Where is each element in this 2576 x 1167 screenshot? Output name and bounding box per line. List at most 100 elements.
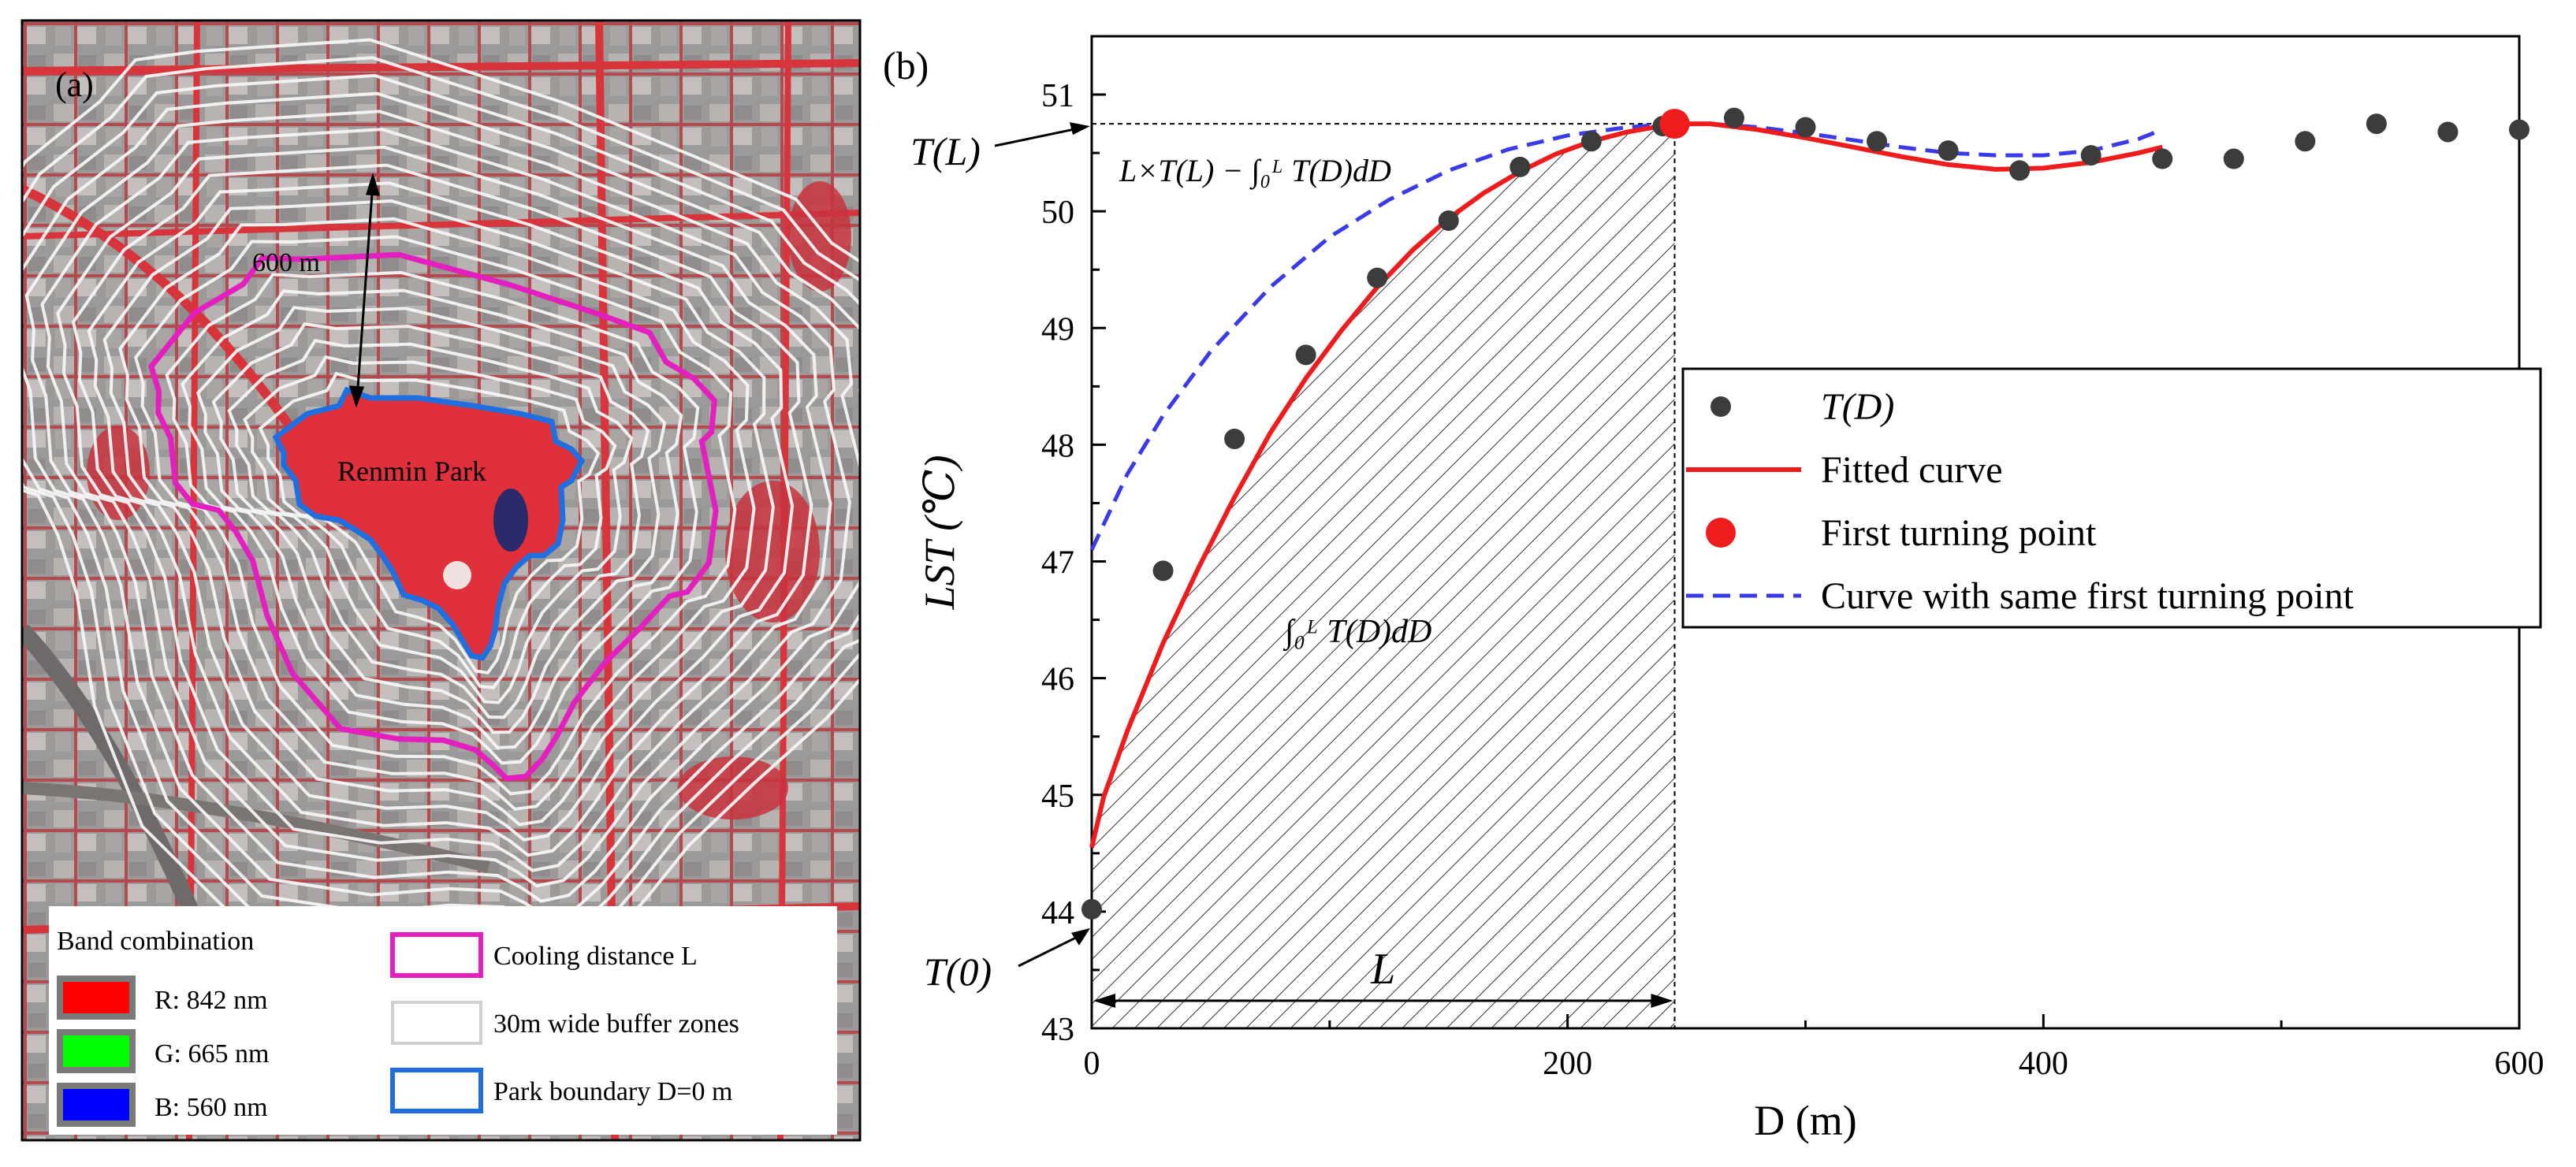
td-data-point bbox=[2437, 121, 2459, 143]
buffer-ring bbox=[40, 128, 851, 888]
legend-dot-symbol bbox=[1711, 396, 1731, 417]
td-data-point bbox=[1938, 140, 1959, 162]
y-axis-title: LST (℃) bbox=[916, 455, 963, 611]
legend-item: Fitted curve bbox=[1686, 449, 2003, 491]
l-arrow-head-left bbox=[1093, 994, 1115, 1008]
buffer-zones bbox=[22, 38, 860, 964]
panel-a-map: 600 m Renmin Park (a) Band combination R… bbox=[22, 20, 860, 1140]
band-r-swatch bbox=[57, 976, 136, 1020]
td-data-point bbox=[2080, 145, 2101, 166]
annotations: T(L) T(0) L×T(L) − ∫₀ᴸ T(D)dD ∫₀ᴸ T(D)dD L bbox=[910, 122, 1673, 1008]
x-tick-label: 200 bbox=[1543, 1046, 1592, 1082]
park-boundary-label: Park boundary D=0 m bbox=[493, 1077, 732, 1106]
guide-lines bbox=[1092, 123, 1676, 1028]
y-tick-label: 51 bbox=[1041, 78, 1074, 114]
td-data-point bbox=[1438, 210, 1459, 232]
y-tick-label: 44 bbox=[1041, 895, 1074, 931]
y-tick-label: 49 bbox=[1041, 311, 1074, 347]
panel-a-legend: Band combination R: 842 nm G: 665 nm B: … bbox=[49, 906, 837, 1135]
area-bottom-label: ∫₀ᴸ T(D)dD bbox=[1282, 614, 1431, 652]
buffer-ring bbox=[56, 145, 832, 872]
fitted-curve-line bbox=[1089, 121, 2164, 849]
buffer-ring bbox=[22, 91, 860, 919]
band-g-color bbox=[63, 1035, 129, 1067]
y-tick-label: 48 bbox=[1041, 428, 1074, 464]
y-tick-label: 47 bbox=[1041, 545, 1074, 582]
distance-label: 600 m bbox=[252, 248, 320, 277]
td-data-point bbox=[1509, 156, 1531, 177]
first-turning-point-marker bbox=[1659, 109, 1690, 139]
area-layer bbox=[1092, 124, 1675, 1029]
band-r-label: R: 842 nm bbox=[154, 986, 268, 1015]
td-data-point bbox=[1152, 560, 1174, 582]
legend-label: Fitted curve bbox=[1821, 449, 2003, 491]
t0-annotation: T(0) bbox=[924, 950, 992, 994]
panel-b-chart: (b) 0 200 400 600 43 44 45 46 47 48 49 50 51 D (m) LST… bbox=[883, 35, 2544, 1144]
tl-annotation: T(L) bbox=[910, 129, 981, 173]
td-data-point bbox=[2295, 131, 2316, 152]
x-axis-title: D (m) bbox=[1754, 1097, 1856, 1144]
park-boundary-swatch bbox=[390, 1068, 483, 1113]
band-g-swatch bbox=[57, 1029, 136, 1073]
x-tick-label: 400 bbox=[2019, 1046, 2068, 1082]
band-b-color bbox=[63, 1089, 129, 1121]
buffer-ring bbox=[133, 235, 737, 796]
td-data-point bbox=[1723, 107, 1744, 128]
td-data-point bbox=[1580, 131, 1602, 152]
band-b-label: B: 560 nm bbox=[154, 1093, 268, 1122]
band-r-color bbox=[63, 982, 129, 1013]
t0-arrow-line bbox=[1018, 931, 1086, 968]
legend-turning-point-symbol bbox=[1706, 518, 1736, 548]
buffer-ring bbox=[102, 199, 775, 827]
park-plaza bbox=[443, 561, 471, 589]
panel-b-label: (b) bbox=[883, 43, 929, 87]
l-label: L bbox=[1370, 945, 1395, 994]
park-lake bbox=[493, 489, 528, 552]
band-combination-title: Band combination bbox=[57, 927, 254, 956]
buffer-ring bbox=[71, 163, 813, 857]
td-data-point bbox=[1367, 267, 1388, 288]
td-data-point bbox=[1081, 898, 1102, 920]
buffer-ring bbox=[22, 73, 860, 934]
park-boundary-outline bbox=[272, 386, 586, 661]
cooling-distance-outline bbox=[148, 251, 719, 782]
legend-box bbox=[1681, 367, 2542, 629]
buffer-zone-swatch bbox=[391, 1001, 482, 1045]
buffer-ring bbox=[181, 288, 683, 749]
cooling-distance-label: Cooling distance L bbox=[493, 942, 698, 971]
td-data-point bbox=[1295, 344, 1316, 366]
buffer-ring bbox=[211, 322, 650, 719]
area-top-label: L×T(L) − ∫₀ᴸ T(D)dD bbox=[1119, 153, 1391, 190]
distance-arrow bbox=[348, 172, 381, 408]
panel-a-frame bbox=[20, 19, 862, 1142]
tl-arrow-line bbox=[994, 125, 1086, 147]
x-tick-label: 600 bbox=[2495, 1046, 2544, 1082]
axes: 0 200 400 600 43 44 45 46 47 48 49 50 51 D (m) LST (℃) bbox=[916, 35, 2544, 1144]
buffer-ring bbox=[118, 217, 756, 811]
buffer-ring bbox=[24, 110, 860, 903]
td-data-point bbox=[2366, 113, 2387, 135]
td-data-point bbox=[2223, 148, 2244, 169]
td-data-point bbox=[1224, 429, 1245, 450]
buffer-ring bbox=[195, 306, 667, 734]
legend-label: T(D) bbox=[1821, 386, 1894, 428]
x-tick-label: 0 bbox=[1084, 1046, 1100, 1082]
td-data-point bbox=[2509, 119, 2529, 140]
band-g-label: G: 665 nm bbox=[154, 1039, 269, 1069]
td-data-point bbox=[2009, 160, 2031, 181]
legend-item: Curve with same first turning point bbox=[1686, 575, 2355, 617]
td-data-point bbox=[1795, 117, 1816, 138]
td-data-point bbox=[2152, 148, 2173, 169]
buffer-ring bbox=[87, 181, 795, 842]
t0-arrow-head bbox=[1071, 927, 1090, 946]
cooling-distance-swatch bbox=[390, 932, 483, 978]
l-arrow-head-right bbox=[1651, 994, 1673, 1008]
legend-label: First turning point bbox=[1821, 512, 2097, 554]
tl-arrow-head bbox=[1070, 122, 1090, 136]
buffer-ring bbox=[22, 56, 860, 950]
legend-item: T(D) bbox=[1711, 386, 1894, 428]
legend-item: First turning point bbox=[1706, 512, 2097, 554]
buffer-zone-label: 30m wide buffer zones bbox=[493, 1009, 739, 1039]
td-data-point bbox=[1867, 131, 1888, 152]
